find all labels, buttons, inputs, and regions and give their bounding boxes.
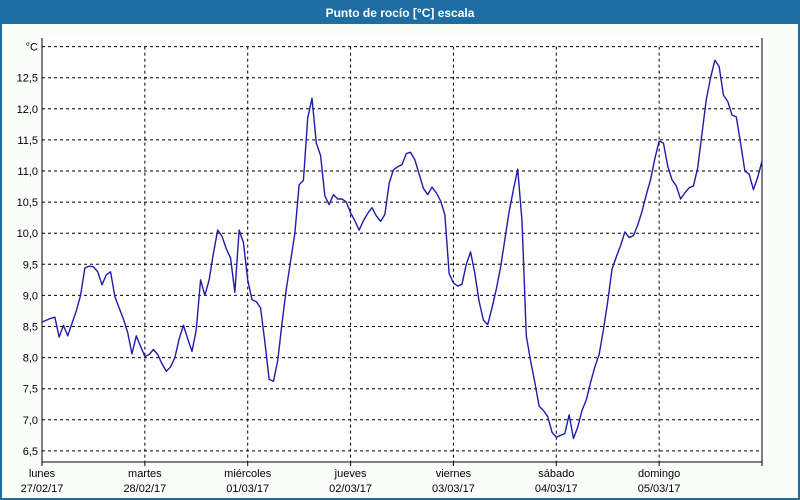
y-tick-label: 11,0	[17, 166, 38, 178]
dew-point-series-line	[41, 59, 763, 440]
x-date-label: 01/03/17	[226, 483, 269, 495]
y-unit-label: °C	[26, 42, 38, 54]
window-title: Punto de rocío [°C] escala	[325, 6, 475, 20]
y-tick-label: 10,0	[17, 228, 38, 240]
x-date-label: 02/03/17	[329, 483, 372, 495]
y-tick-label: 9,5	[23, 259, 38, 271]
x-date-label: 03/03/17	[432, 483, 475, 495]
x-day-label: lunes	[29, 468, 56, 480]
x-day-label: viernes	[436, 468, 472, 480]
x-day-label: sábado	[538, 468, 574, 480]
y-tick-label: 6,5	[23, 446, 38, 458]
dew-point-line-chart: °C 12,5 12,0 11,5 11,0 10,5 10,0 9,5 9,0 8,5 8,0 7,…	[17, 38, 763, 495]
y-tick-label: 10,5	[17, 197, 38, 209]
x-day-label: jueves	[334, 468, 367, 480]
y-tick-label: 8,0	[23, 353, 38, 365]
y-tick-label: 7,0	[23, 415, 38, 427]
y-tick-label: 7,5	[23, 384, 38, 396]
y-tick-label: 8,5	[23, 322, 38, 334]
x-day-label: domingo	[638, 468, 680, 480]
x-date-label: 28/02/17	[123, 483, 166, 495]
x-day-label: martes	[128, 468, 162, 480]
x-date-label: 05/03/17	[638, 483, 681, 495]
y-tick-label: 12,0	[17, 104, 38, 116]
window-titlebar[interactable]: Punto de rocío [°C] escala	[2, 2, 798, 24]
chart-area: °C 12,5 12,0 11,5 11,0 10,5 10,0 9,5 9,0 8,5 8,0 7,…	[2, 24, 798, 498]
plot-background	[42, 38, 762, 462]
x-date-label: 27/02/17	[21, 483, 64, 495]
y-tick-label: 12,5	[17, 73, 38, 85]
x-day-label: miércoles	[224, 468, 272, 480]
y-tick-label: 9,0	[23, 290, 38, 302]
y-tick-label: 11,5	[17, 135, 38, 147]
x-date-label: 04/03/17	[535, 483, 578, 495]
